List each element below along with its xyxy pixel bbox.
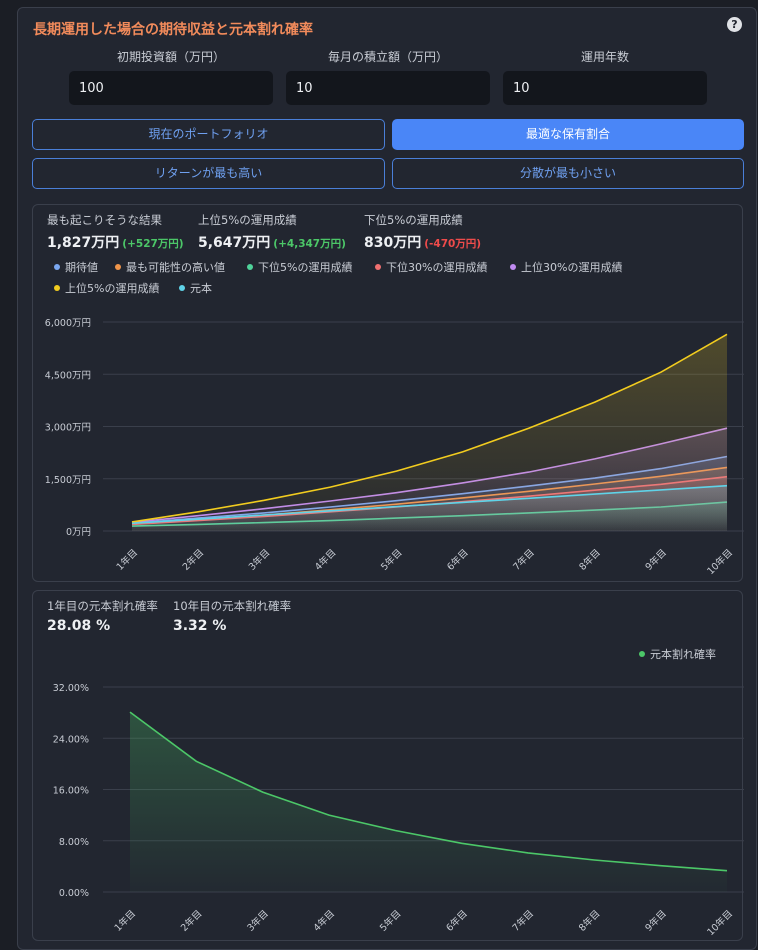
returns-series-line-5 (131, 333, 728, 523)
loss-x-tick-label: 6年目 (444, 908, 470, 934)
returns-area-5 (132, 334, 727, 531)
legend-top30[interactable]: 上位30%の運用成績 (510, 259, 622, 275)
legend-expected[interactable]: 期待値 (54, 259, 98, 275)
returns-y-tick-label: 3,000万円 (45, 423, 91, 434)
loss-probability-chart: 0.00% 8.00% 16.00% 24.00% 32.00% 1年目 2年目 3年目 4年目… (53, 683, 744, 938)
legend-loss-probability[interactable]: 元本割れ確率 (639, 646, 716, 662)
loss-y-tick-label: 16.00% (53, 786, 89, 797)
likely-outcome-value: 1,827万円 (+527万円) (47, 235, 184, 251)
panel-title: 長期運用した場合の期待収益と元本割れ確率 (33, 22, 313, 38)
legend-top5[interactable]: 上位5%の運用成績 (54, 280, 159, 296)
loss-x-tick-label: 7年目 (510, 908, 536, 934)
loss-series-line-0 (129, 711, 728, 872)
loss-y-tick-label: 24.00% (53, 734, 89, 745)
returns-x-tick-label: 1年目 (114, 547, 140, 573)
returns-x-tick-label: 8年目 (577, 547, 603, 573)
year10-loss-label: 10年目の元本割れ確率 (173, 599, 292, 613)
loss-x-tick-label: 3年目 (245, 908, 271, 934)
returns-y-tick-label: 1,500万円 (45, 475, 91, 486)
loss-x-tick-label: 9年目 (643, 908, 669, 934)
returns-x-tick-label: 6年目 (444, 547, 470, 573)
loss-y-tick-label: 32.00% (53, 683, 89, 694)
returns-area-6 (132, 485, 727, 531)
legend-principal[interactable]: 元本 (179, 280, 212, 296)
legend-dot (54, 285, 60, 291)
returns-y-tick-label: 0万円 (66, 527, 91, 538)
loss-y-tick-label: 8.00% (59, 837, 89, 848)
legend-dot (639, 651, 645, 657)
loss-area-0 (130, 712, 727, 892)
optimal-allocation-button[interactable]: 最適な保有割合 (392, 119, 744, 150)
monthly-contribution-input[interactable] (286, 71, 490, 105)
top5-value: 5,647万円 (+4,347万円) (198, 235, 346, 251)
year1-loss-label: 1年目の元本割れ確率 (47, 599, 158, 613)
highest-return-button[interactable]: リターンが最も高い (32, 158, 385, 189)
legend-dot (247, 264, 253, 270)
help-icon[interactable]: ? (727, 17, 742, 32)
returns-x-tick-label: 4年目 (312, 547, 338, 573)
legend-bottom30[interactable]: 下位30%の運用成績 (375, 259, 487, 275)
top5-label: 上位5%の運用成績 (198, 213, 297, 227)
simulation-panel: 長期運用した場合の期待収益と元本割れ確率 ? 初期投資額（万円） 毎月の積立額（… (17, 7, 757, 950)
returns-y-tick-label: 6,000万円 (45, 318, 91, 329)
legend-dot (375, 264, 381, 270)
loss-x-tick-label: 1年目 (112, 908, 138, 934)
current-portfolio-button[interactable]: 現在のポートフォリオ (32, 119, 385, 150)
legend-bottom5[interactable]: 下位5%の運用成績 (247, 259, 352, 275)
returns-card: 最も起こりそうな結果 1,827万円 (+527万円) 上位5%の運用成績 5,6… (32, 204, 744, 582)
loss-x-tick-label: 10年目 (705, 908, 735, 938)
loss-probability-card: 1年目の元本割れ確率 28.08 % 10年目の元本割れ確率 3.32 % 元本… (32, 590, 744, 941)
returns-series-line-6 (131, 484, 728, 525)
likely-outcome-label: 最も起こりそうな結果 (47, 213, 162, 227)
loss-x-tick-label: 8年目 (576, 908, 602, 934)
year1-loss-value: 28.08 % (47, 618, 111, 634)
returns-x-tick-label: 10年目 (705, 547, 735, 577)
legend-most-likely[interactable]: 最も可能性の高い値 (115, 259, 225, 275)
bottom5-label: 下位5%の運用成績 (364, 213, 463, 227)
year10-loss-value: 3.32 % (173, 618, 227, 634)
loss-x-tick-label: 2年目 (178, 908, 204, 934)
returns-y-tick-label: 4,500万円 (45, 370, 91, 381)
loss-x-tick-label: 5年目 (377, 908, 403, 934)
returns-x-tick-label: 5年目 (378, 547, 404, 573)
lowest-variance-button[interactable]: 分散が最も小さい (392, 158, 744, 189)
initial-investment-label: 初期投資額（万円） (116, 50, 225, 64)
years-label: 運用年数 (580, 50, 629, 64)
returns-x-tick-label: 9年目 (643, 547, 669, 573)
monthly-contribution-label: 毎月の積立額（万円） (327, 50, 448, 64)
loss-y-tick-label: 0.00% (59, 888, 89, 899)
returns-chart: 0万円 1,500万円 3,000万円 4,500万円 6,000万円 1年目 2年目 3年目… (45, 318, 744, 577)
initial-investment-input[interactable] (69, 71, 273, 105)
years-input[interactable] (503, 71, 707, 105)
legend-dot (179, 285, 185, 291)
returns-x-tick-label: 3年目 (246, 547, 272, 573)
bottom5-value: 830万円 (-470万円) (364, 235, 482, 251)
legend-dot (54, 264, 60, 270)
returns-x-tick-label: 7年目 (511, 547, 537, 573)
loss-x-tick-label: 4年目 (311, 908, 337, 934)
legend-dot (510, 264, 516, 270)
legend-dot (115, 264, 121, 270)
returns-x-tick-label: 2年目 (180, 547, 206, 573)
